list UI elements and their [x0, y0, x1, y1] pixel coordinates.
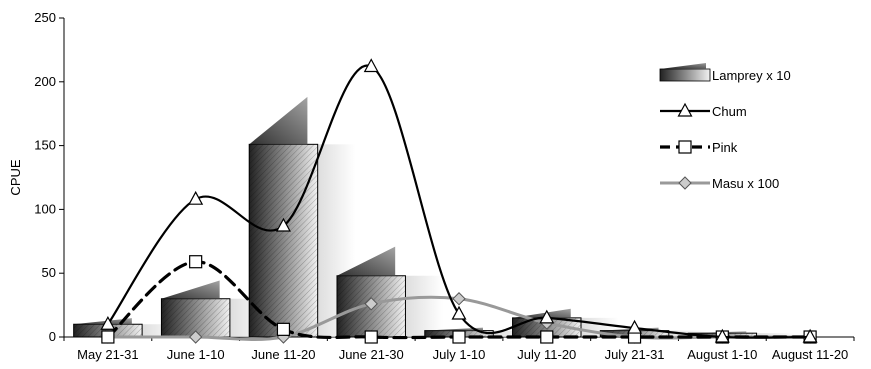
legend-swatch-wedge: [660, 63, 706, 69]
bar-wedge: [336, 246, 396, 276]
bar-wedge: [512, 308, 571, 318]
y-tick-label: 100: [34, 201, 56, 216]
data-point-triangle: [188, 190, 204, 205]
legend-label: Lamprey x 10: [712, 68, 791, 83]
series-triangle: [100, 58, 818, 343]
data-point-triangle: [539, 309, 555, 324]
data-point-square: [540, 330, 554, 344]
data-point-square: [276, 322, 291, 336]
legend-item: Pink: [660, 140, 738, 155]
y-tick-label: 0: [49, 329, 56, 344]
data-point-square: [364, 330, 378, 344]
series-line: [106, 64, 812, 339]
legend-marker: [677, 102, 693, 117]
series-line: [106, 260, 812, 340]
x-tick-label: June 11-20: [251, 347, 315, 362]
legend-item: Lamprey x 10: [659, 63, 791, 83]
lines-layer: [100, 58, 818, 344]
x-tick-label: July 11-20: [517, 347, 576, 362]
data-point-triangle: [714, 328, 730, 343]
legend-item: Chum: [660, 102, 747, 119]
y-tick-label: 250: [34, 10, 56, 25]
y-tick-label: 150: [34, 138, 56, 153]
bar-shadow: [756, 333, 795, 337]
bar-shadow: [405, 275, 444, 337]
bar-wedge: [424, 327, 483, 331]
axes-layer: 0 50 100 150 200 250 CPUE May 21-31 June 1-10 Jun…: [8, 10, 855, 362]
data-point-triangle: [363, 58, 379, 73]
bars-layer: [73, 96, 795, 338]
legend-label: Masu x 100: [712, 176, 779, 191]
y-tick-label: 200: [34, 74, 56, 89]
bar-wedge: [161, 280, 220, 299]
data-point-square: [189, 255, 203, 269]
legend-swatch-bar: [659, 68, 711, 82]
data-point-triangle: [275, 217, 291, 232]
legend-label: Pink: [712, 140, 738, 155]
bar-lamprey: [336, 246, 444, 338]
x-tick-label: July 1-10: [433, 347, 486, 362]
x-tick-label: August 11-20: [772, 347, 848, 362]
legend-label: Chum: [712, 104, 747, 119]
y-tick-label: 50: [42, 265, 56, 280]
bar-wedge: [73, 318, 132, 325]
x-tick-label: July 21-31: [605, 347, 665, 362]
x-tick-label: June 1-10: [167, 347, 225, 362]
legend: Lamprey x 10 Chum Pink Masu x 100: [659, 63, 791, 191]
bar-wedge: [249, 96, 308, 145]
legend-marker: [678, 176, 692, 190]
data-point-square: [452, 330, 466, 344]
data-point-diamond: [188, 330, 203, 344]
data-point-triangle: [451, 305, 467, 320]
data-point-triangle: [802, 328, 818, 343]
data-point-triangle: [627, 319, 643, 334]
data-point-triangle: [100, 315, 116, 330]
bar-hatch: [249, 144, 318, 337]
data-point-diamond: [364, 297, 378, 311]
legend-marker: [678, 140, 692, 154]
x-tick-label: June 21-30: [339, 347, 404, 362]
x-tick-label: May 21-31: [77, 347, 138, 362]
data-point-diamond: [452, 292, 466, 306]
y-axis-label: CPUE: [8, 159, 23, 195]
data-point-square: [101, 330, 115, 344]
x-tick-label: August 1-10: [687, 347, 757, 362]
legend-item: Masu x 100: [660, 176, 779, 191]
